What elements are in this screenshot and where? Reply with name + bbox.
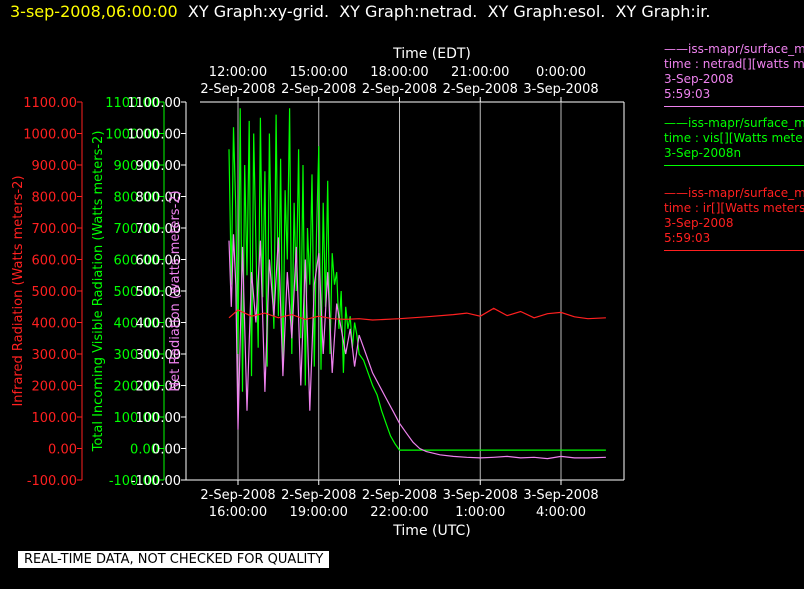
y-tick-label: 400.00 xyxy=(136,317,182,332)
series-line-ir xyxy=(228,307,606,321)
x-tick-label: 3-Sep-2008 xyxy=(443,488,518,503)
y-tick-label: 100.00 xyxy=(32,411,78,426)
y-tick-label: 700.00 xyxy=(136,222,182,237)
legend-entry: ——iss-mapr/surface_m time : vis[][Watts m… xyxy=(664,116,804,166)
legend-line: time : netrad[][watts m xyxy=(664,57,804,71)
x-top-tick-label: 2-Sep-2008 xyxy=(443,82,518,97)
legend-line: 5:59:03 xyxy=(664,87,711,101)
legend-entry: ——iss-mapr/surface_m time : netrad[][watt… xyxy=(664,42,804,107)
x-top-tick-label: 18:00:00 xyxy=(370,65,428,80)
x-tick-label: 1:00:00 xyxy=(455,505,505,520)
y-tick-label: 700.00 xyxy=(114,222,160,237)
y-tick-label: 0.00 xyxy=(130,443,159,458)
timestamp: 3-sep-2008,06:00:00 xyxy=(10,2,178,21)
y-tick-label: 600.00 xyxy=(136,254,182,269)
y-tick-label: 900.00 xyxy=(32,159,78,174)
legend-line: ——iss-mapr/surface_m xyxy=(664,186,804,200)
y-tick-label: 100.00 xyxy=(136,411,182,426)
y-tick-label: 900.00 xyxy=(114,159,160,174)
y-tick-label: 1100.00 xyxy=(105,96,159,111)
legend-line: 3-Sep-2008n xyxy=(664,146,742,160)
legend-entry: ——iss-mapr/surface_m time : ir[][Watts me… xyxy=(664,186,804,251)
y-tick-label: -100.00 xyxy=(27,474,77,489)
graph-label-ir: XY Graph:ir. xyxy=(615,2,711,21)
legend-separator xyxy=(664,250,804,251)
y-tick-label: 1000.00 xyxy=(23,128,77,143)
x-tick-label: 22:00:00 xyxy=(370,505,428,520)
y-axis-label: Infrared Radiation (Watts meters-2) xyxy=(11,175,26,406)
y-tick-label: 1100.00 xyxy=(23,96,77,111)
x-tick-label: 4:00:00 xyxy=(536,505,586,520)
x-axis-label: Time (UTC) xyxy=(392,523,470,539)
x-tick-label: 19:00:00 xyxy=(290,505,348,520)
y-tick-label: 100.00 xyxy=(114,411,160,426)
legend-line: time : vis[][Watts mete xyxy=(664,131,803,145)
y-tick-label: 1100.00 xyxy=(127,96,181,111)
y-tick-label: 0.00 xyxy=(152,443,181,458)
x-top-axis-label: Time (EDT) xyxy=(392,46,471,62)
y-axis-label: Net Radiation (watts meters-2) xyxy=(168,190,183,391)
y-tick-label: 1000.00 xyxy=(127,128,181,143)
legend-line: 5:59:03 xyxy=(664,231,711,245)
series-line-netrad xyxy=(228,234,606,460)
x-tick-label: 2-Sep-2008 xyxy=(200,488,275,503)
y-tick-label: -100.00 xyxy=(131,474,181,489)
y-tick-label: 300.00 xyxy=(136,348,182,363)
x-top-tick-label: 21:00:00 xyxy=(451,65,509,80)
x-top-tick-label: 15:00:00 xyxy=(290,65,348,80)
series-line-vis xyxy=(228,108,606,451)
x-top-tick-label: 0:00:00 xyxy=(536,65,586,80)
y-tick-label: 900.00 xyxy=(136,159,182,174)
y-tick-label: -100.00 xyxy=(109,474,159,489)
x-tick-label: 16:00:00 xyxy=(209,505,267,520)
y-axis-label: Total Incoming Visible Radiation (Watts … xyxy=(91,131,106,453)
y-tick-label: 800.00 xyxy=(114,191,160,206)
y-tick-label: 800.00 xyxy=(136,191,182,206)
y-tick-label: 700.00 xyxy=(32,222,78,237)
y-tick-label: 500.00 xyxy=(32,285,78,300)
graph-label-netrad: XY Graph:netrad. xyxy=(339,2,478,21)
x-tick-label: 2-Sep-2008 xyxy=(362,488,437,503)
x-top-tick-label: 12:00:00 xyxy=(209,65,267,80)
y-tick-label: 200.00 xyxy=(32,380,78,395)
quality-disclaimer: REAL-TIME DATA, NOT CHECKED FOR QUALITY xyxy=(18,551,330,568)
y-tick-label: 300.00 xyxy=(32,348,78,363)
y-tick-label: 200.00 xyxy=(136,380,182,395)
graph-label-esol: XY Graph:esol. xyxy=(487,2,606,21)
y-tick-label: 200.00 xyxy=(114,380,160,395)
legend-line: time : ir[][Watts meters xyxy=(664,201,804,215)
legend-line: ——iss-mapr/surface_m xyxy=(664,42,804,56)
legend-separator xyxy=(664,165,804,166)
graph-label-grid: XY Graph:xy-grid. xyxy=(187,2,330,21)
legend-separator xyxy=(664,106,804,107)
legend-line: 3-Sep-2008 xyxy=(664,216,734,230)
y-tick-label: 400.00 xyxy=(32,317,78,332)
y-tick-label: 400.00 xyxy=(114,317,160,332)
legend-line: ——iss-mapr/surface_m xyxy=(664,116,804,130)
legend-line: 3-Sep-2008 xyxy=(664,72,734,86)
y-tick-label: 0.00 xyxy=(48,443,77,458)
x-tick-label: 2-Sep-2008 xyxy=(281,488,356,503)
x-top-tick-label: 3-Sep-2008 xyxy=(523,82,598,97)
x-top-tick-label: 2-Sep-2008 xyxy=(281,82,356,97)
y-tick-label: 600.00 xyxy=(114,254,160,269)
y-tick-label: 300.00 xyxy=(114,348,160,363)
chart-header: 3-sep-2008,06:00:00 XY Graph:xy-grid. XY… xyxy=(10,2,710,21)
x-top-tick-label: 2-Sep-2008 xyxy=(362,82,437,97)
x-tick-label: 3-Sep-2008 xyxy=(523,488,598,503)
y-tick-label: 600.00 xyxy=(32,254,78,269)
y-tick-label: 800.00 xyxy=(32,191,78,206)
y-tick-label: 1000.00 xyxy=(105,128,159,143)
y-tick-label: 500.00 xyxy=(114,285,160,300)
y-tick-label: 500.00 xyxy=(136,285,182,300)
x-top-tick-label: 2-Sep-2008 xyxy=(200,82,275,97)
